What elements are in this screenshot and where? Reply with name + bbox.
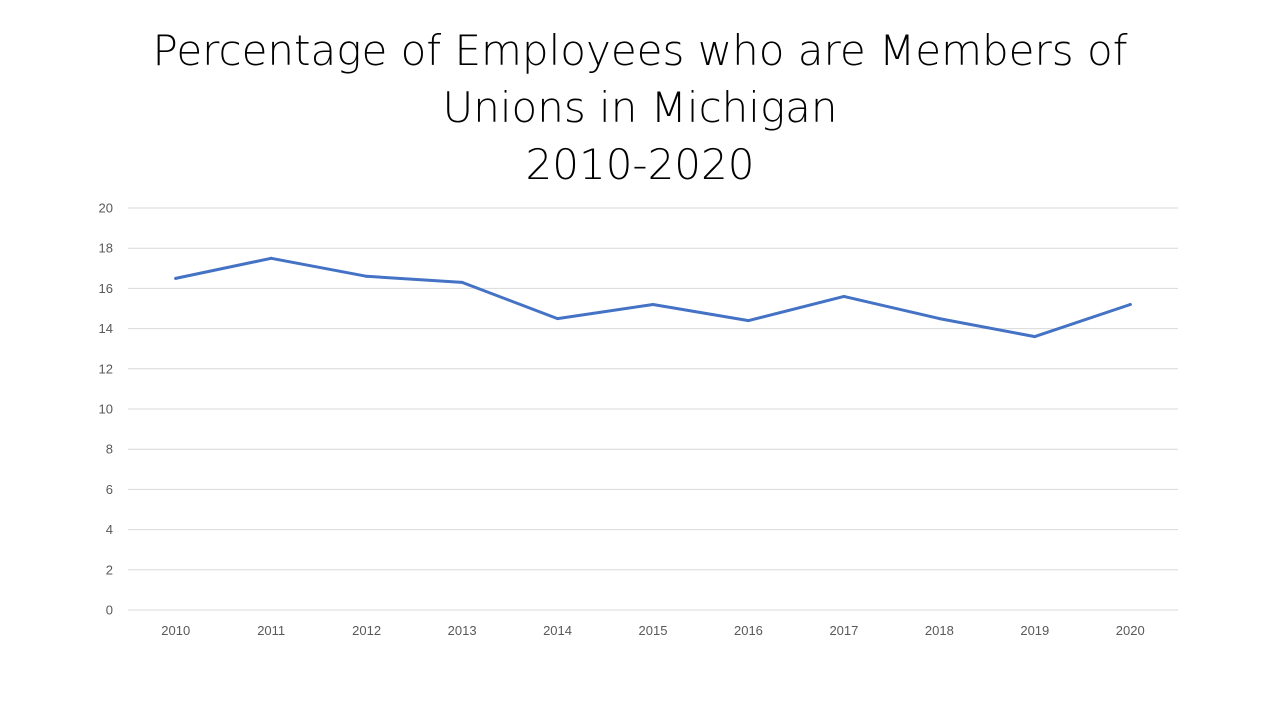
x-tick-label: 2012 [352, 623, 381, 638]
x-tick-label: 2020 [1116, 623, 1145, 638]
data-point [937, 317, 941, 321]
y-tick-label: 14 [99, 321, 113, 336]
y-tick-label: 2 [106, 562, 113, 577]
gridlines [128, 207, 1178, 611]
x-tick-label: 2011 [257, 623, 285, 638]
y-tick-label: 0 [106, 603, 113, 618]
chart-title-line-3: 2010-2020 [525, 140, 755, 189]
y-axis-tick-labels: 0 2 4 6 8 10 12 14 16 18 20 [99, 201, 113, 618]
series [174, 256, 1132, 339]
y-tick-label: 6 [106, 482, 113, 497]
data-point [365, 274, 369, 278]
x-tick-label: 2010 [161, 623, 190, 638]
y-tick-label: 16 [99, 281, 113, 296]
y-tick-label: 8 [106, 442, 113, 457]
y-tick-label: 12 [99, 361, 113, 376]
chart-title-line-1: Percentage of Employees who are Members … [152, 26, 1128, 75]
data-point [842, 294, 846, 298]
data-point [269, 256, 273, 260]
y-tick-label: 20 [99, 201, 113, 216]
x-tick-label: 2015 [639, 623, 668, 638]
data-point [746, 319, 750, 323]
data-point [556, 317, 560, 321]
x-tick-label: 2017 [829, 623, 858, 638]
data-point [174, 276, 178, 280]
series-line [174, 256, 1132, 339]
x-tick-label: 2016 [734, 623, 763, 638]
x-tick-label: 2019 [1020, 623, 1049, 638]
y-tick-label: 4 [106, 522, 113, 537]
x-tick-label: 2014 [543, 623, 572, 638]
y-tick-label: 10 [99, 402, 113, 417]
x-tick-label: 2013 [448, 623, 477, 638]
data-point [651, 302, 655, 306]
x-axis-tick-labels: 2010 2011 2012 2013 2014 2015 2016 2017 2018 2019… [161, 623, 1144, 638]
chart-title: Percentage of Employees who are Members … [0, 22, 1280, 193]
data-point [1128, 302, 1132, 306]
chart-title-line-2: Unions in Michigan [442, 83, 838, 132]
data-point [460, 280, 464, 284]
y-tick-label: 18 [99, 241, 113, 256]
data-point [1033, 335, 1037, 339]
x-tick-label: 2018 [925, 623, 954, 638]
